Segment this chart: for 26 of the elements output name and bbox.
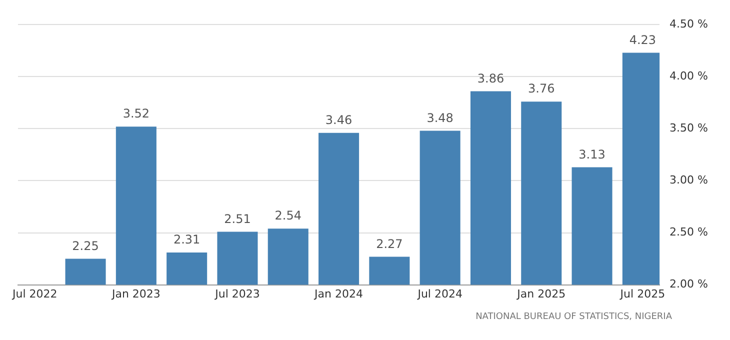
data-label: 2.54 [274,208,302,223]
x-tick-label: Jan 2025 [516,287,566,300]
y-tick-label: 3.50 % [670,122,708,135]
data-label: 3.76 [528,82,555,96]
x-tick-label: Jul 2022 [12,287,58,300]
y-tick-label: 3.00 % [670,174,708,187]
data-label: 2.51 [224,212,251,226]
y-tick-label: 2.50 % [670,226,708,239]
y-tick-label: 2.00 % [670,278,708,291]
y-tick-label: 4.00 % [670,70,708,82]
data-label: 3.46 [325,112,352,127]
data-label: 3.48 [426,110,454,125]
text: NATIONAL BUREAU OF STATISTICS, NIGERIA [474,312,673,322]
y-tick-label: 4.50 % [670,17,708,30]
x-tick-label: Jul 2024 [416,287,462,300]
data-label: 3.52 [122,106,150,121]
data-label: 4.23 [629,32,656,47]
data-label: 3.13 [578,147,606,162]
x-tick-label: Jan 2024 [314,287,364,300]
x-tick-label: Jul 2025 [619,287,666,300]
data-label: 2.27 [376,236,403,251]
data-label: 2.25 [72,238,99,253]
data-label: 2.31 [173,232,200,247]
x-tick-label: Jan 2023 [110,287,160,300]
data-label: 3.86 [477,71,504,86]
x-tick-label: Jul 2023 [214,287,260,300]
